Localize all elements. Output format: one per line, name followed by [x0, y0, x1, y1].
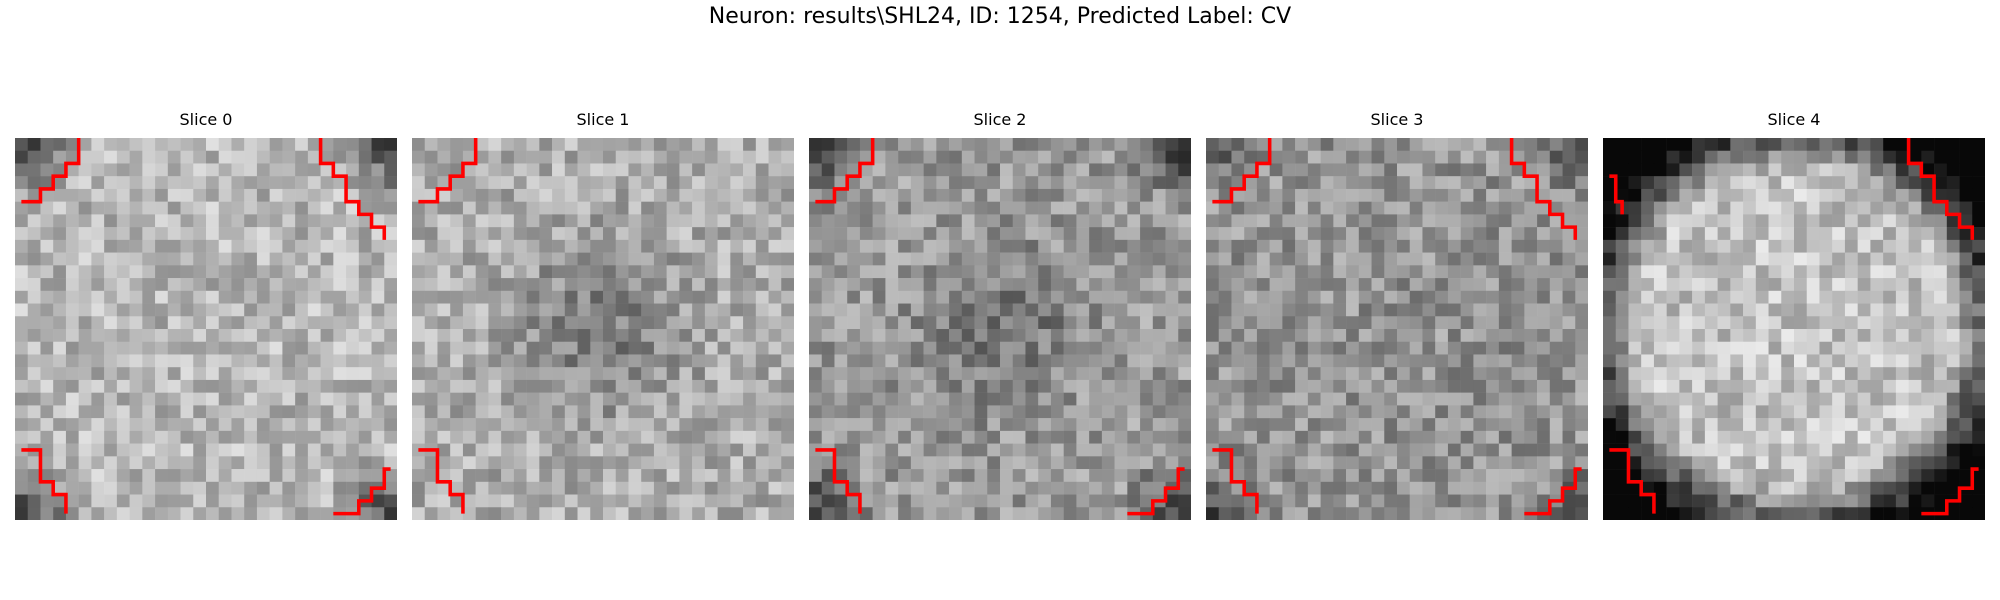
figure-title: Neuron: results\SHL24, ID: 1254, Predict… — [708, 4, 1292, 29]
contour-bottom-right — [1127, 467, 1185, 516]
slice-panel-4: Slice 4 — [1603, 108, 1985, 520]
contour-bottom-left — [815, 448, 862, 514]
slice-panel-3: Slice 3 — [1206, 108, 1588, 520]
contour-top-left — [1212, 138, 1272, 204]
contour-bottom-right — [1524, 467, 1582, 516]
slice-panel-1: Slice 1 — [412, 108, 794, 520]
contour-bottom-right — [1921, 467, 1979, 516]
contour-top-left — [815, 138, 875, 204]
slice-panel-0: Slice 0 — [15, 108, 397, 520]
contour-top-left — [21, 138, 81, 204]
contour-bottom-right — [333, 467, 391, 516]
contour-left — [1609, 174, 1624, 215]
slice-panel-2: Slice 2 — [809, 108, 1191, 520]
contour-top-right — [318, 138, 387, 240]
slice-image — [1206, 138, 1588, 520]
contour-bottom-left — [1212, 448, 1259, 514]
slice-title: Slice 0 — [179, 110, 233, 129]
contour-bottom-left — [418, 448, 465, 514]
contour-bottom-left — [21, 448, 68, 514]
slice-title: Slice 3 — [1370, 110, 1424, 129]
slice-title: Slice 1 — [576, 110, 630, 129]
slice-title: Slice 2 — [973, 110, 1027, 129]
slice-image — [15, 138, 397, 520]
contour-top-right — [1906, 138, 1975, 240]
slice-image — [809, 138, 1191, 520]
contour-bottom-left — [1609, 448, 1656, 514]
contour-top-left — [418, 138, 478, 204]
contour-top-right — [1509, 138, 1578, 240]
slice-image — [1603, 138, 1985, 520]
slice-image — [412, 138, 794, 520]
slice-title: Slice 4 — [1767, 110, 1821, 129]
